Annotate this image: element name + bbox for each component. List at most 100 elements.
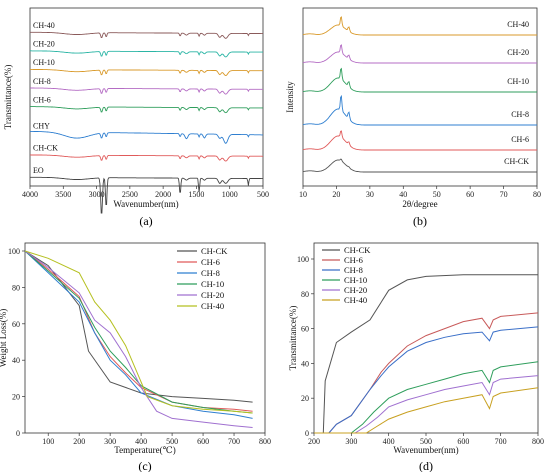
uv-legend-label-ch-6: CH-6	[344, 255, 363, 265]
xlabel-d: Wavenumber(nm)	[393, 445, 458, 455]
panel-c-xtick-label-0: 100	[42, 437, 54, 446]
caption-a: (a)	[139, 214, 152, 228]
panel-d-ytick-label-2: 40	[301, 359, 309, 368]
xrd-series-ch-40	[302, 16, 537, 36]
panel-a-xtick-label-5: 1500	[188, 190, 204, 199]
panel-b-xtick-label-5: 60	[466, 190, 474, 199]
tga-legend-label-ch-40: CH-40	[201, 301, 224, 311]
tga-series-ch-20	[24, 250, 253, 428]
panel-d-ytick-label-3: 60	[301, 325, 309, 334]
uv-series-ch-6	[314, 312, 539, 434]
xrd-label-ch-20: CH-20	[507, 48, 529, 57]
panel-c-xtick-label-4: 500	[166, 437, 178, 446]
xrd-series-ch-10	[302, 67, 537, 93]
tga-series-ch-ck	[24, 250, 253, 403]
ftir-label-ch-ck: CH-CK	[33, 144, 58, 153]
caption-b: (b)	[413, 214, 427, 228]
panel-a-xtick-label-3: 2500	[122, 190, 138, 199]
panel-b-xtick-label-4: 50	[433, 190, 441, 199]
ftir-label-ch-10: CH-10	[33, 58, 55, 67]
panel-c-ytick-label-5: 100	[8, 247, 20, 256]
uv-legend-label-ch-40: CH-40	[344, 295, 367, 305]
ftir-label-ch-8: CH-8	[33, 77, 51, 86]
xrd-series-ch-ck	[302, 158, 537, 173]
panel-c-xtick-label-6: 700	[228, 437, 240, 446]
xrd-label-ch-10: CH-10	[507, 77, 529, 86]
xrd-label-ch-ck: CH-CK	[504, 157, 529, 166]
panel-a-xtick-label-1: 3500	[55, 190, 71, 199]
ylabel-d: Transmittance(%)	[288, 306, 298, 371]
panel-b-xtick-label-2: 30	[366, 190, 374, 199]
panel-b-xtick-label-1: 20	[332, 190, 340, 199]
ftir-series-ch-ck	[30, 154, 263, 162]
panel-d-xtick-label-4: 600	[457, 437, 469, 446]
uv-series-ch-10	[314, 361, 539, 434]
ftir-label-ch-6: CH-6	[33, 95, 51, 104]
ftir-series-ch-8	[30, 87, 263, 95]
panel-b-xtick-label-0: 10	[299, 190, 307, 199]
ylabel-c: Weight Loss(%)	[0, 309, 8, 368]
panel-d-xtick-label-2: 400	[383, 437, 395, 446]
panel-d-xtick-label-6: 800	[532, 437, 544, 446]
xlabel-a: Wavenumber(nm)	[113, 199, 178, 209]
ftir-series-chy	[30, 130, 263, 144]
ftir-series-ch-40	[30, 31, 263, 39]
panel-c-xtick-label-1: 200	[73, 437, 85, 446]
xrd-series-ch-6	[302, 130, 537, 151]
panel-d-xtick-label-1: 300	[345, 437, 357, 446]
panel-d-ytick-label-5: 100	[297, 255, 309, 264]
panel-c-xtick-label-7: 800	[259, 437, 271, 446]
uv-series-ch-8	[314, 326, 539, 434]
tga-legend-label-ch-20: CH-20	[201, 290, 224, 300]
plot-frame-c	[24, 242, 266, 434]
uv-legend-label-ch-ck: CH-CK	[344, 245, 371, 255]
xrd-label-ch-6: CH-6	[511, 135, 529, 144]
uv-series-ch-20	[314, 375, 539, 434]
panel-a-xtick-label-7: 500	[257, 190, 269, 199]
ylabel-a: Transmittance(%)	[3, 65, 13, 130]
panel-d-ytick-label-1: 20	[301, 394, 309, 403]
panel-c: 100 200 300 400 500 600 700 800 0 20 40 60 80 100 CH-…	[0, 242, 271, 472]
tga-series-ch-10	[24, 250, 253, 414]
tga-series-ch-6	[24, 250, 253, 412]
xrd-label-ch-8: CH-8	[511, 110, 529, 119]
xrd-series-ch-20	[302, 44, 537, 64]
ftir-series-ch-10	[30, 68, 263, 76]
uv-legend-label-ch-20: CH-20	[344, 285, 367, 295]
xrd-label-ch-40: CH-40	[507, 20, 529, 29]
panel-c-ytick-label-2: 40	[12, 356, 20, 365]
panel-c-xtick-label-5: 600	[197, 437, 209, 446]
tga-series-ch-8	[24, 250, 253, 419]
tga-legend-label-ch-ck: CH-CK	[201, 246, 228, 256]
ftir-label-eo: EO	[33, 166, 44, 175]
ftir-series-ch-6	[30, 106, 263, 114]
panel-d-xtick-label-0: 200	[308, 437, 320, 446]
ftir-label-chy: CHY	[33, 121, 50, 130]
caption-c: (c)	[138, 459, 151, 472]
ftir-label-ch-40: CH-40	[33, 21, 55, 30]
panel-d-xtick-label-3: 500	[420, 437, 432, 446]
panel-a-xtick-label-2: 3000	[89, 190, 105, 199]
panel-c-xtick-label-2: 300	[104, 437, 116, 446]
uv-legend-label-ch-10: CH-10	[344, 275, 367, 285]
tga-legend-label-ch-6: CH-6	[201, 257, 220, 267]
tga-legend-label-ch-8: CH-8	[201, 268, 220, 278]
plot-frame-b	[302, 7, 538, 187]
tga-legend-label-ch-10: CH-10	[201, 279, 224, 289]
panel-c-ytick-label-1: 20	[12, 393, 20, 402]
uv-legend-label-ch-8: CH-8	[344, 265, 363, 275]
panel-a-xtick-label-0: 4000	[22, 190, 38, 199]
panel-d-xtick-label-5: 700	[495, 437, 507, 446]
xrd-series-ch-8	[302, 94, 537, 126]
xlabel-b: 2θ/degree	[402, 199, 437, 209]
xlabel-c: Temperature(℃)	[114, 445, 175, 455]
panel-b-xtick-label-6: 70	[500, 190, 508, 199]
ftir-series-eo	[30, 176, 263, 214]
ylabel-b: Intensity	[285, 81, 295, 113]
ftir-label-ch-20: CH-20	[33, 40, 55, 49]
panel-c-xtick-label-3: 400	[135, 437, 147, 446]
uv-series-ch-ck	[314, 274, 538, 434]
panel-c-ytick-label-3: 60	[12, 320, 20, 329]
